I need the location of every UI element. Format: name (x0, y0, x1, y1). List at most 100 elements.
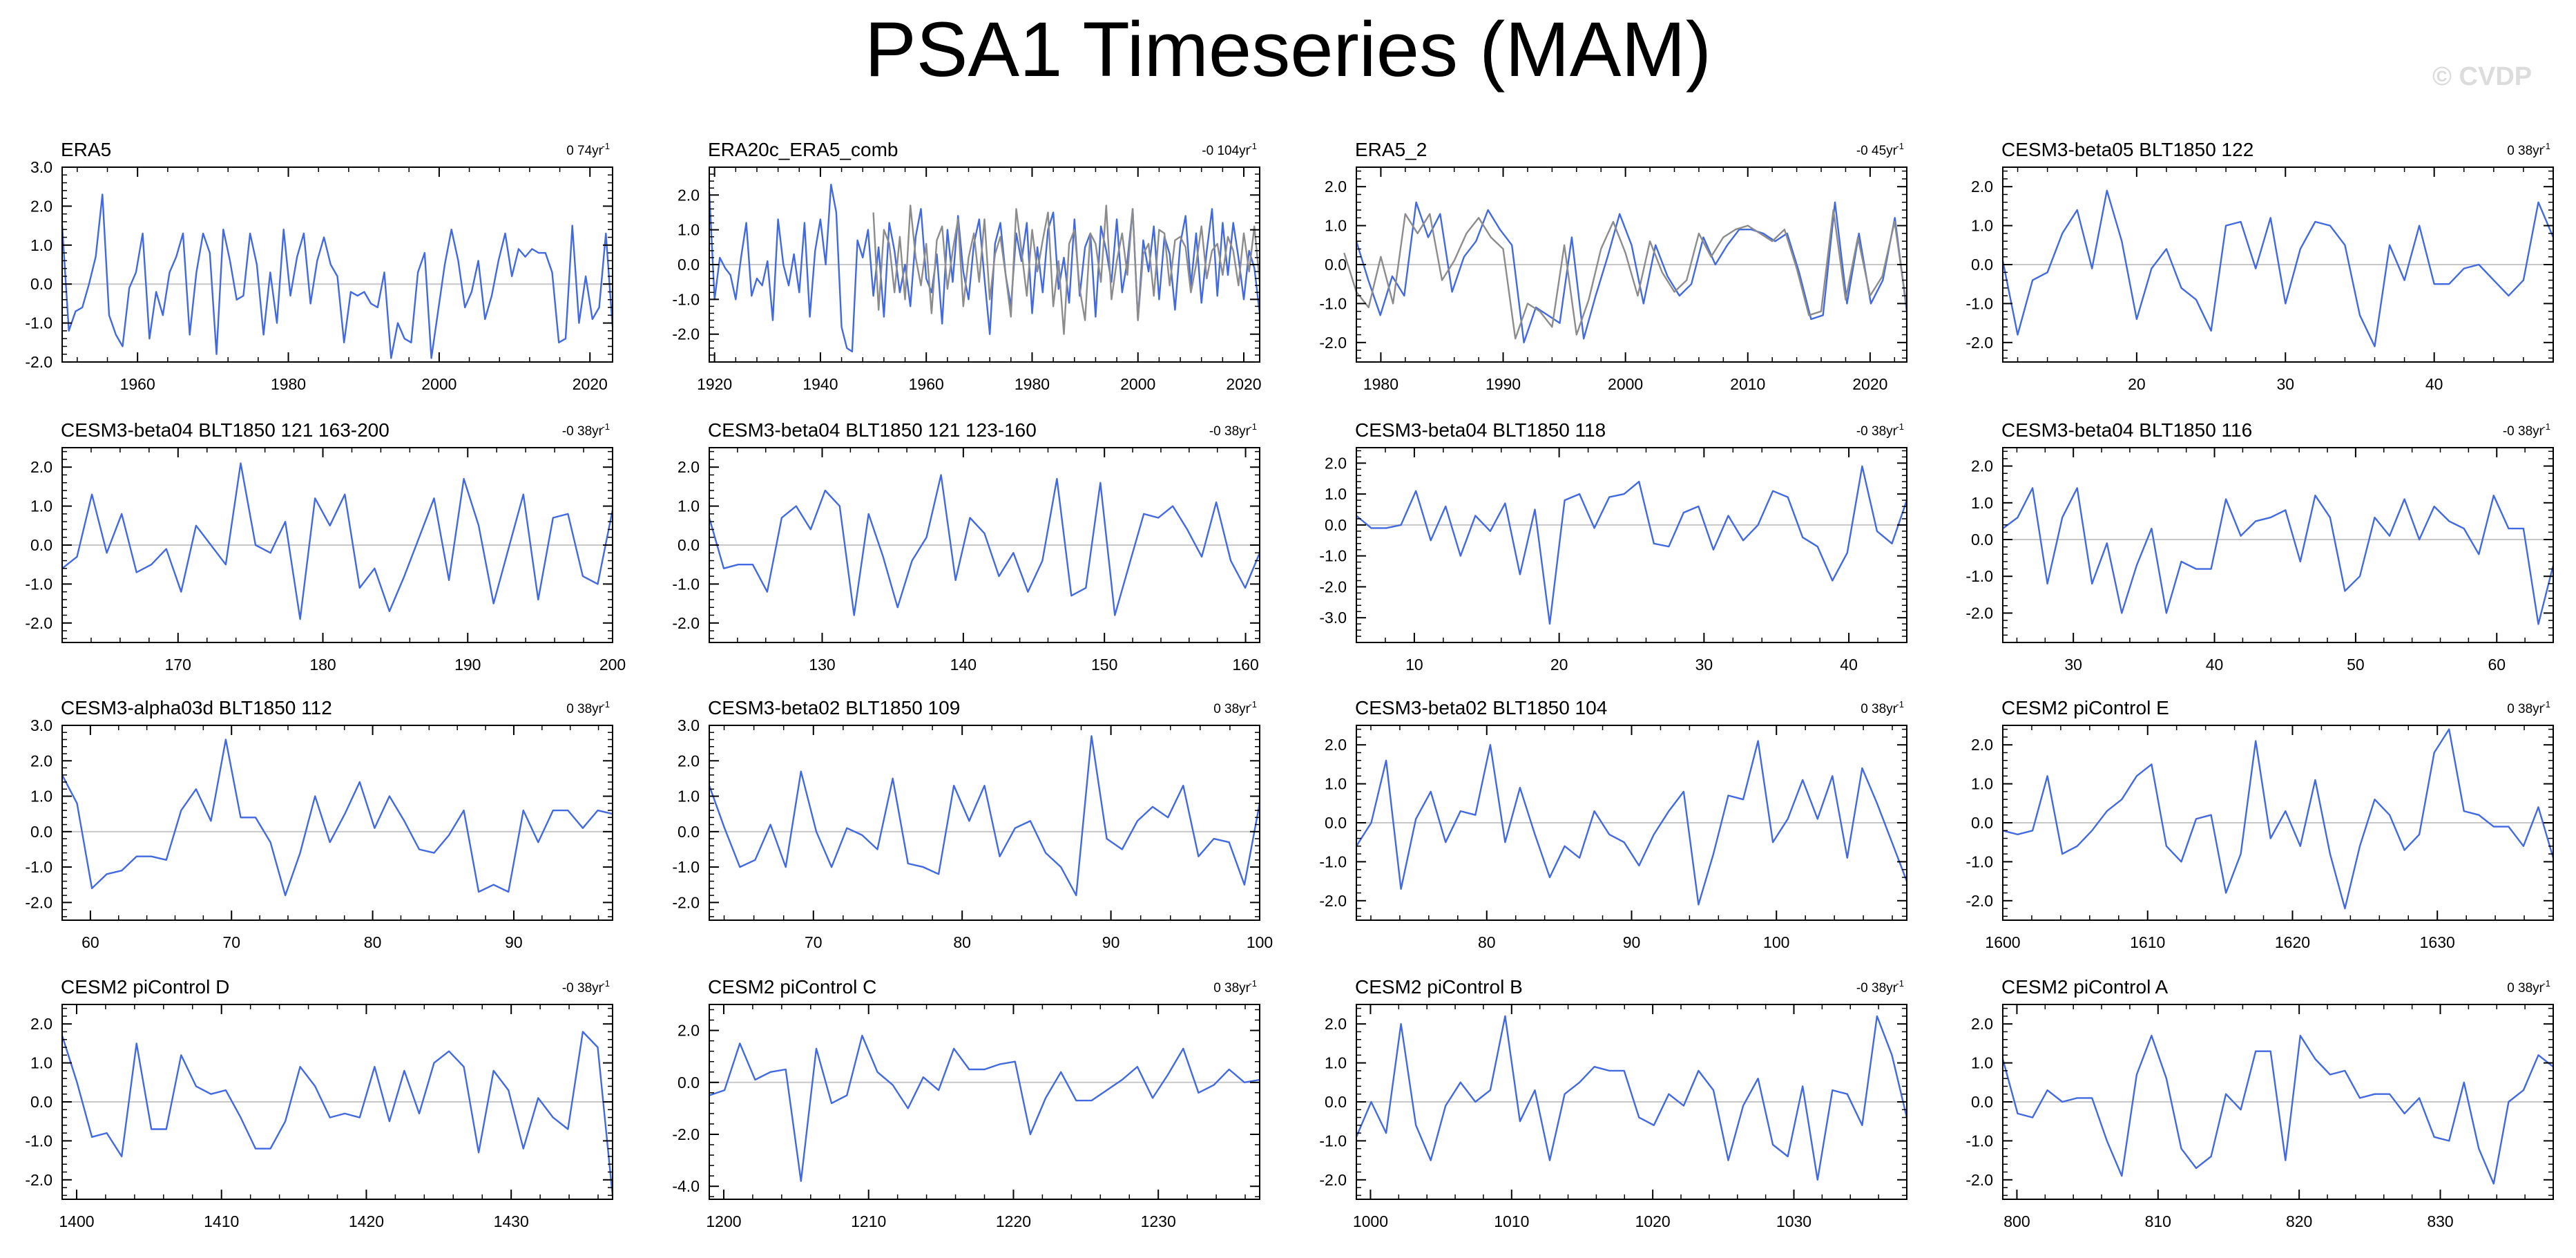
x-tick-label: 1600 (1985, 933, 2020, 951)
y-tick-label: -1.0 (1965, 852, 1993, 870)
y-tick-label: 3.0 (677, 716, 700, 734)
y-tick-label: -1.0 (25, 314, 52, 332)
series-line-primary (2002, 728, 2555, 910)
x-tick-label: 90 (1102, 933, 1120, 951)
y-tick-label: -1.0 (1319, 1132, 1347, 1150)
y-tick-label: 0.0 (1325, 256, 1347, 274)
page-title: PSA1 Timeseries (MAM) (865, 6, 1711, 93)
trend-unit-superscript: -1 (1896, 699, 1904, 709)
chart-panel: CESM2 piControl A 0 38yr-1 -2.0 -1.0 0.0 1.0 2… (1965, 976, 2554, 1230)
chart-panel: CESM3-beta04 BLT1850 118 -0 38yr-1 -3.0 -2.… (1319, 419, 1908, 674)
panel-title: CESM2 piControl E (2001, 697, 2169, 718)
x-tick-label: 2000 (1120, 375, 1155, 393)
chart-panel: CESM3-beta04 BLT1850 121 163-200 -0 38yr-… (25, 419, 626, 674)
y-tick-label: -2.0 (1965, 1171, 1993, 1189)
y-tick-label: 2.0 (30, 752, 52, 770)
y-tick-label: -2.0 (672, 893, 700, 911)
x-tick-label: 800 (2003, 1212, 2030, 1230)
plot-frame (2002, 447, 2554, 643)
x-tick-label: 40 (2425, 375, 2443, 393)
series-line-primary (61, 193, 614, 359)
x-tick-label: 1200 (706, 1212, 741, 1230)
y-tick-label: -1.0 (672, 575, 700, 593)
panel-title: CESM3-beta04 BLT1850 116 (2001, 419, 2252, 441)
x-tick-label: 100 (1247, 933, 1273, 951)
trend-label: -0 38yr (1209, 424, 1251, 439)
x-tick-label: 160 (1232, 656, 1258, 674)
x-tick-label: 100 (1763, 933, 1789, 951)
trend-label: 0 38yr (2507, 144, 2544, 158)
series-line-primary (61, 738, 613, 897)
y-tick-label: 1.0 (1971, 1054, 1993, 1072)
y-tick-label: 3.0 (30, 158, 52, 176)
series-line-primary (2001, 1034, 2554, 1185)
y-tick-label: 2.0 (1325, 178, 1347, 196)
trend-label: 0 38yr (566, 702, 603, 716)
x-tick-label: 1980 (1363, 375, 1398, 393)
y-tick-label: 0.0 (1971, 531, 1993, 549)
x-tick-label: 1630 (2420, 933, 2455, 951)
y-tick-label: 2.0 (1325, 736, 1347, 754)
y-tick-label: 2.0 (677, 752, 700, 770)
y-tick-label: 1.0 (1325, 1054, 1347, 1072)
trend-label: 0 38yr (2507, 981, 2544, 995)
trend-unit-superscript: -1 (2542, 141, 2550, 151)
panel-title: CESM3-beta05 BLT1850 122 (2001, 139, 2253, 160)
x-tick-label: 170 (165, 656, 191, 674)
series-line-primary (1355, 740, 1908, 906)
y-tick-label: 1.0 (1325, 217, 1347, 235)
trend-label: 0 74yr (566, 144, 603, 158)
chart-panel: CESM3-beta04 BLT1850 116 -0 38yr-1 -2.0 -1.… (1965, 419, 2555, 674)
x-tick-label: 140 (950, 656, 977, 674)
x-tick-label: 2020 (1852, 375, 1887, 393)
x-tick-label: 50 (2347, 656, 2365, 674)
y-tick-label: 0.0 (1971, 256, 1993, 274)
x-tick-label: 2020 (1226, 375, 1261, 393)
series-line-secondary (1343, 209, 1908, 340)
y-tick-label: 0.0 (30, 275, 52, 293)
trend-unit-superscript: -1 (602, 141, 610, 151)
chart-panel: CESM2 piControl E 0 38yr-1 -2.0 -1.0 0.0 1.0 2… (1965, 697, 2555, 951)
series-line-primary (61, 1031, 614, 1196)
trend-unit-superscript: -1 (602, 978, 610, 989)
x-tick-label: 90 (505, 933, 523, 951)
y-tick-label: -2.0 (1965, 334, 1993, 352)
x-tick-label: 40 (1840, 656, 1858, 674)
y-tick-label: 1.0 (30, 236, 52, 254)
x-tick-label: 200 (599, 656, 626, 674)
x-tick-label: 30 (1695, 656, 1713, 674)
x-tick-label: 60 (2488, 656, 2506, 674)
panel-title: CESM3-beta04 BLT1850 121 163-200 (61, 419, 390, 441)
panel-title: CESM3-beta04 BLT1850 118 (1355, 419, 1606, 441)
x-tick-label: 1940 (802, 375, 838, 393)
chart-panel: ERA5 0 74yr-1 -2.0 -1.0 0.0 1.0 2.0 3.0 1960 1980… (25, 139, 614, 393)
panel-title: CESM3-beta02 BLT1850 104 (1355, 697, 1607, 718)
y-tick-label: -2.0 (1965, 604, 1993, 622)
chart-panel: CESM3-beta02 BLT1850 104 0 38yr-1 -2.0 -1.0… (1319, 697, 1908, 951)
x-tick-label: 1230 (1141, 1212, 1176, 1230)
y-tick-label: 0.0 (677, 823, 700, 841)
trend-unit-superscript: -1 (1249, 141, 1257, 151)
x-tick-label: 1400 (59, 1212, 94, 1230)
y-tick-label: -2.0 (25, 353, 52, 371)
y-tick-label: -2.0 (672, 325, 700, 343)
y-tick-label: 1.0 (677, 788, 700, 806)
y-tick-label: -1.0 (1965, 1132, 1993, 1150)
y-tick-label: -1.0 (672, 858, 700, 876)
x-tick-label: 1960 (120, 375, 155, 393)
series-line-primary (708, 474, 1261, 616)
x-tick-label: 1220 (996, 1212, 1031, 1230)
y-tick-label: -4.0 (672, 1177, 700, 1195)
x-tick-label: 20 (1550, 656, 1568, 674)
y-tick-label: 2.0 (677, 186, 700, 204)
y-tick-label: 2.0 (1325, 454, 1347, 472)
y-tick-label: 0.0 (1325, 516, 1347, 534)
chart-panel: CESM2 piControl D -0 38yr-1 -2.0 -1.0 0.0 1.0… (25, 976, 614, 1230)
trend-unit-superscript: -1 (602, 421, 610, 432)
x-tick-label: 1620 (2275, 933, 2310, 951)
y-tick-label: -2.0 (1319, 578, 1347, 595)
y-tick-label: -2.0 (1319, 334, 1347, 352)
x-tick-label: 820 (2286, 1212, 2312, 1230)
y-tick-label: 2.0 (1325, 1015, 1347, 1033)
x-tick-label: 10 (1405, 656, 1423, 674)
